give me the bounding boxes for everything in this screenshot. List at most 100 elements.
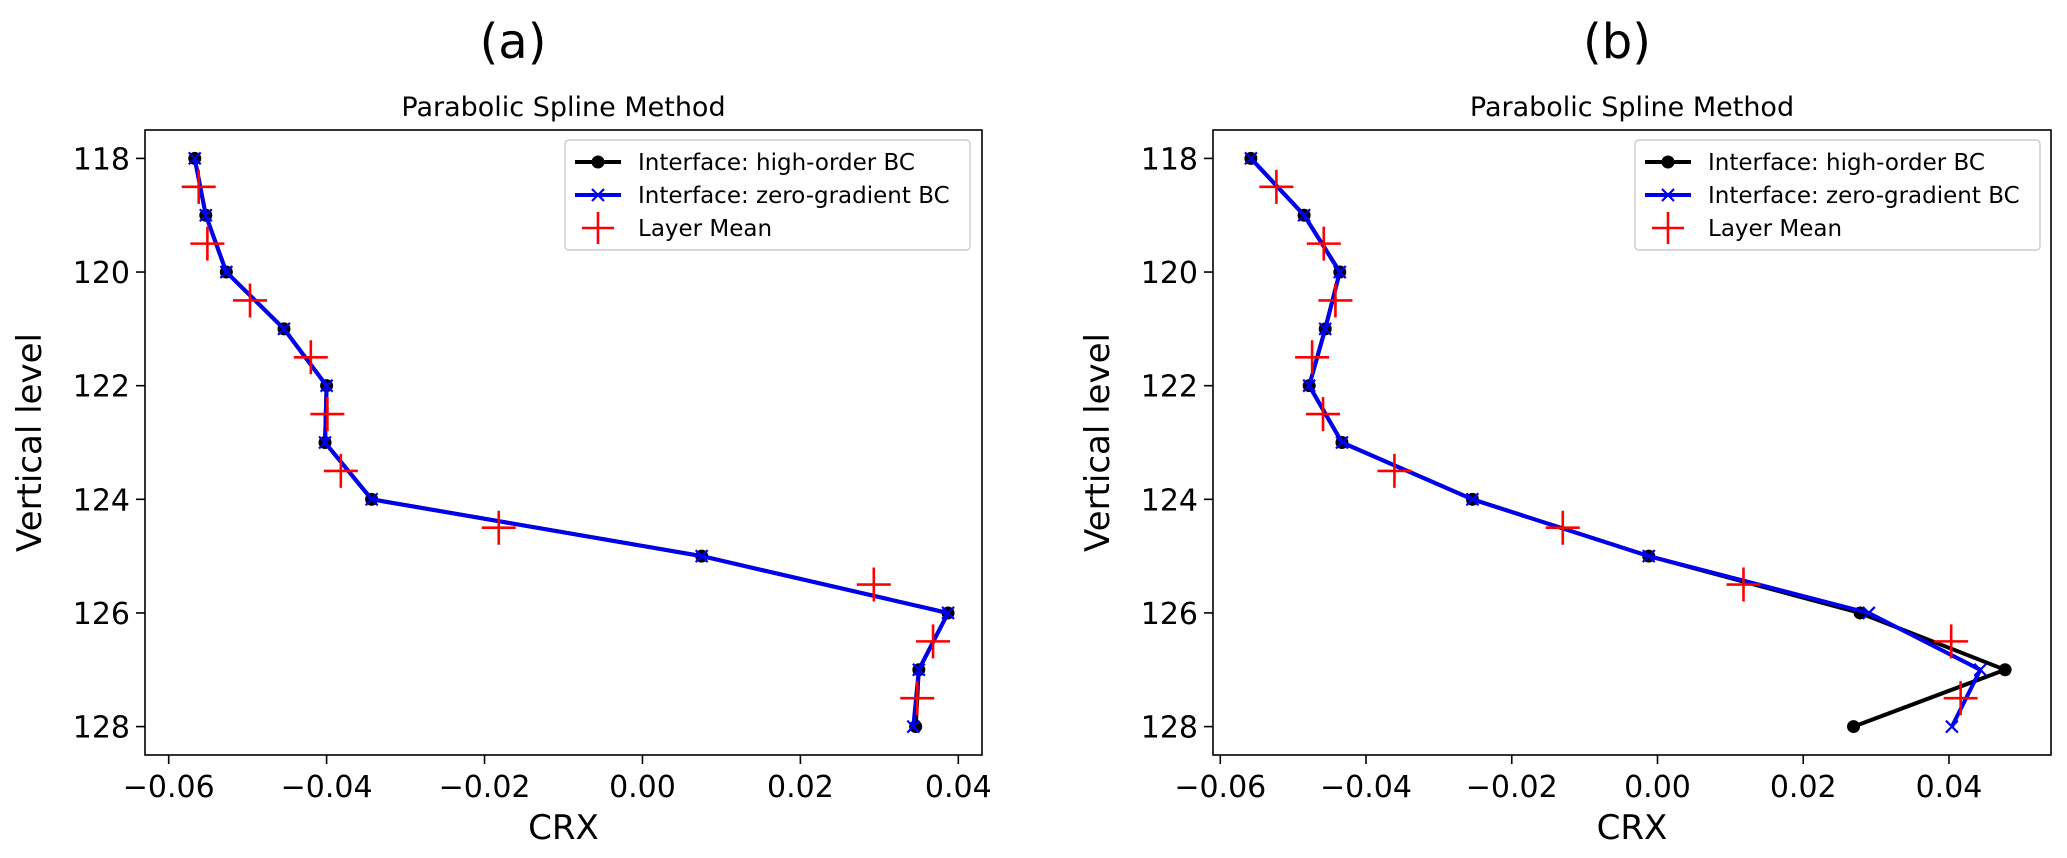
y-tick-label: 122 (1141, 370, 1198, 405)
x-tick-label: −0.02 (439, 770, 531, 805)
data-point (1306, 397, 1341, 432)
x-tick-label: 0.02 (1770, 770, 1837, 805)
data-point (694, 549, 709, 563)
data-point (1934, 624, 1969, 659)
legend-box (1634, 139, 2041, 251)
y-tick-label: 128 (73, 711, 130, 746)
data-point (916, 624, 951, 659)
data-point (318, 435, 332, 450)
data-point (1333, 265, 1347, 279)
legend-marker (591, 188, 605, 202)
x-tick-label: −0.02 (1466, 770, 1558, 805)
x-tick-label: −0.06 (123, 770, 215, 805)
data-point (1259, 169, 1294, 204)
data-point (1945, 719, 1959, 734)
y-tick-label: 120 (1141, 256, 1198, 291)
x-tick-label: 0.04 (1916, 770, 1983, 805)
x-tick-label: 0.02 (767, 770, 834, 805)
series-2 (181, 169, 951, 716)
y-tick-label: 124 (1141, 483, 1198, 518)
legend-label: Interface: zero-gradient BC (638, 183, 950, 209)
data-point (1377, 453, 1412, 488)
data-point (1318, 322, 1332, 336)
x-tick-label: −0.04 (1320, 770, 1412, 805)
series-2 (1259, 169, 1978, 716)
data-point (906, 719, 921, 734)
data-point (364, 492, 379, 507)
legend-label: Interface: zero-gradient BC (1708, 183, 2020, 209)
y-tick-label: 126 (1141, 597, 1198, 632)
legend-marker (591, 155, 605, 169)
panel-letter: (b) (1583, 14, 1651, 70)
chart-title: Parabolic Spline Method (1470, 92, 1794, 123)
data-point (181, 169, 216, 204)
legend-box (564, 139, 971, 251)
data-point (912, 662, 926, 677)
data-point (1545, 510, 1580, 545)
data-point (941, 606, 955, 620)
x-tick-label: 0.00 (1624, 770, 1691, 805)
data-point (233, 283, 268, 318)
data-point (1862, 606, 1876, 620)
data-point (293, 340, 328, 375)
data-point (277, 322, 291, 336)
data-point (1244, 151, 1258, 166)
plot-area (181, 151, 955, 734)
data-point (1295, 340, 1330, 375)
data-point (187, 151, 202, 166)
series-1 (187, 151, 955, 734)
chart-title: Parabolic Spline Method (401, 92, 725, 123)
y-axis-label: Vertical level (10, 333, 50, 552)
data-point (310, 397, 345, 432)
legend-label: Interface: high-order BC (638, 150, 915, 176)
y-axis-label: Vertical level (1078, 333, 1118, 552)
x-axis-label: CRX (1597, 808, 1668, 848)
y-tick-label: 124 (73, 483, 130, 518)
legend-marker (1661, 188, 1675, 202)
data-point (319, 378, 334, 393)
legend-label: Layer Mean (1708, 216, 1842, 242)
data-point (1335, 435, 1349, 450)
y-tick-label: 128 (1141, 711, 1198, 746)
legend: Interface: high-order BC Interface: zero-… (1634, 139, 2041, 251)
data-point (856, 567, 891, 602)
legend-label: Interface: high-order BC (1708, 150, 1985, 176)
data-point (1998, 663, 2012, 677)
data-point (1302, 378, 1316, 393)
axes-frame (144, 129, 983, 756)
axes-frame (1212, 129, 2052, 756)
data-point (199, 208, 213, 223)
data-point (1847, 720, 1861, 734)
y-tick-label: 122 (73, 370, 130, 405)
series-1 (1244, 151, 1988, 734)
data-point (1306, 226, 1341, 261)
x-tick-label: −0.04 (281, 770, 373, 805)
legend-marker (1652, 212, 1684, 244)
x-tick-label: 0.04 (925, 770, 992, 805)
x-axis-label: CRX (528, 808, 599, 848)
data-point (190, 226, 225, 261)
x-tick-label: −0.06 (1174, 770, 1266, 805)
plot-area (1244, 151, 2012, 734)
x-tick-label: 0.00 (609, 770, 676, 805)
data-point (1943, 681, 1978, 716)
y-tick-label: 126 (73, 597, 130, 632)
data-point (219, 265, 234, 279)
y-tick-label: 118 (1141, 142, 1198, 177)
y-tick-label: 120 (73, 256, 130, 291)
data-point (481, 510, 516, 545)
data-point (1465, 492, 1480, 507)
data-point (1318, 283, 1353, 318)
panel-a: (a) Parabolic Spline Method −0.06 −0.04 −0.0… (10, 14, 992, 848)
data-point (1726, 567, 1761, 602)
legend-label: Layer Mean (638, 216, 772, 242)
panel-b: (b) Parabolic Spline Method −0.06 −0.04 −0.0… (1078, 14, 2052, 848)
legend-marker (1661, 155, 1675, 169)
data-point (1973, 662, 1988, 677)
legend: Interface: high-order BC Interface: zero-… (564, 139, 971, 251)
legend-marker (582, 212, 614, 244)
data-point (323, 453, 358, 488)
data-point (1641, 549, 1656, 563)
panel-letter: (a) (480, 14, 547, 70)
